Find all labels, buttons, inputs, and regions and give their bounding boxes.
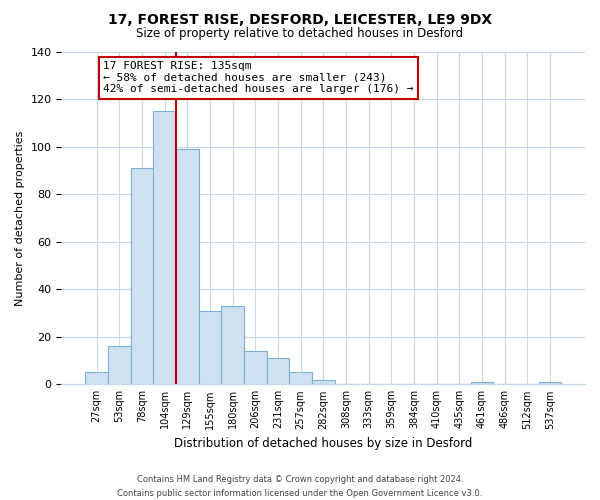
Bar xyxy=(539,382,561,384)
Bar xyxy=(153,111,176,384)
Bar xyxy=(470,382,493,384)
Text: Size of property relative to detached houses in Desford: Size of property relative to detached ho… xyxy=(136,28,464,40)
Bar xyxy=(266,358,289,384)
Y-axis label: Number of detached properties: Number of detached properties xyxy=(15,130,25,306)
Text: 17, FOREST RISE, DESFORD, LEICESTER, LE9 9DX: 17, FOREST RISE, DESFORD, LEICESTER, LE9… xyxy=(108,12,492,26)
Bar xyxy=(244,351,266,384)
Bar xyxy=(176,149,199,384)
Bar xyxy=(131,168,153,384)
Bar xyxy=(312,380,335,384)
Text: Contains HM Land Registry data © Crown copyright and database right 2024.
Contai: Contains HM Land Registry data © Crown c… xyxy=(118,476,482,498)
Bar xyxy=(221,306,244,384)
Text: 17 FOREST RISE: 135sqm
← 58% of detached houses are smaller (243)
42% of semi-de: 17 FOREST RISE: 135sqm ← 58% of detached… xyxy=(103,61,414,94)
Bar xyxy=(199,310,221,384)
Bar xyxy=(289,372,312,384)
Bar xyxy=(85,372,108,384)
Bar xyxy=(108,346,131,385)
X-axis label: Distribution of detached houses by size in Desford: Distribution of detached houses by size … xyxy=(174,437,472,450)
